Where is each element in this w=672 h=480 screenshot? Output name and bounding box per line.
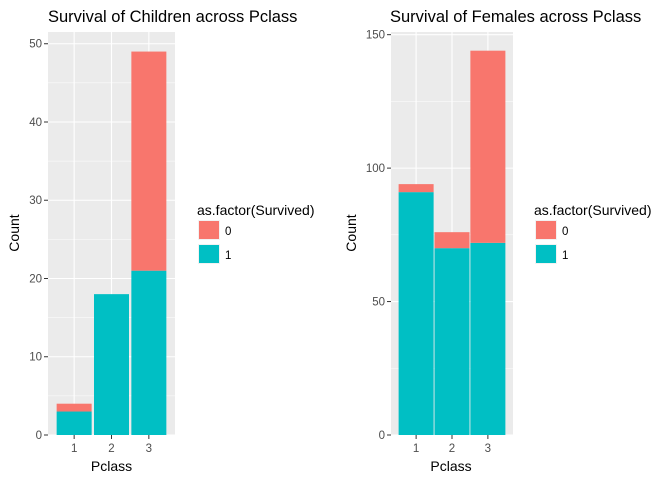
bar-survived-1-pclass-1 xyxy=(56,411,92,435)
chart-title: Survival of Children across Pclass xyxy=(48,8,297,26)
y-tick-label: 50 xyxy=(29,39,42,51)
x-axis-title: Pclass xyxy=(91,458,132,474)
bar-survived-1-pclass-1 xyxy=(398,192,434,435)
y-axis: 0 10 20 30 40 50 xyxy=(29,39,48,442)
x-axis-title: Pclass xyxy=(430,458,471,474)
bar-survived-1-pclass-2 xyxy=(434,248,470,435)
y-axis-title: Count xyxy=(6,214,22,251)
y-tick-label: 50 xyxy=(372,297,385,309)
bar-survived-0-pclass-3 xyxy=(470,50,506,243)
legend: as.factor(Survived) 0 1 xyxy=(534,202,651,264)
y-tick-label: 150 xyxy=(366,30,385,42)
y-tick-label: 30 xyxy=(29,195,42,207)
bar-survived-1-pclass-3 xyxy=(131,270,167,435)
y-tick-label: 20 xyxy=(29,273,42,285)
bars xyxy=(398,50,506,435)
legend-label-0: 0 xyxy=(562,226,568,238)
y-tick-label: 0 xyxy=(36,430,42,442)
x-tick-label: 1 xyxy=(413,443,419,455)
x-tick-label: 2 xyxy=(108,443,114,455)
y-axis: 0 50 100 150 xyxy=(366,30,391,442)
legend-label-1: 1 xyxy=(562,250,568,262)
x-tick-label: 2 xyxy=(449,443,455,455)
x-tick-label: 3 xyxy=(146,443,152,455)
legend-swatch-0 xyxy=(536,221,556,239)
x-tick-label: 1 xyxy=(71,443,77,455)
x-axis: 1 2 3 xyxy=(413,435,491,455)
bar-survived-1-pclass-2 xyxy=(94,294,129,435)
legend-label-1: 1 xyxy=(225,250,231,262)
legend-title: as.factor(Survived) xyxy=(534,202,651,218)
bar-survived-0-pclass-2 xyxy=(434,232,470,249)
y-tick-label: 100 xyxy=(366,163,385,175)
y-tick-label: 40 xyxy=(29,117,42,129)
legend-swatch-1 xyxy=(199,245,219,263)
x-tick-label: 3 xyxy=(485,443,491,455)
x-axis: 1 2 3 xyxy=(71,435,152,455)
chart-title: Survival of Females across Pclass xyxy=(390,8,641,26)
chart-children: Survival of Children across Pclass 01020… xyxy=(6,8,314,474)
legend-swatch-1 xyxy=(536,245,556,263)
bars xyxy=(56,51,167,435)
legend: as.factor(Survived) 0 1 xyxy=(197,202,314,264)
y-axis-title: Count xyxy=(343,214,359,251)
legend-title: as.factor(Survived) xyxy=(197,202,314,218)
chart-females: Survival of Females across Pclass 050100… xyxy=(343,8,651,474)
bar-survived-0-pclass-1 xyxy=(398,184,434,193)
bar-survived-1-pclass-3 xyxy=(470,242,506,435)
bar-survived-0-pclass-1 xyxy=(56,403,92,412)
legend-label-0: 0 xyxy=(225,226,231,238)
y-tick-label: 10 xyxy=(29,352,42,364)
y-tick-label: 0 xyxy=(379,430,385,442)
bar-survived-0-pclass-3 xyxy=(131,51,167,271)
legend-swatch-0 xyxy=(199,221,219,239)
